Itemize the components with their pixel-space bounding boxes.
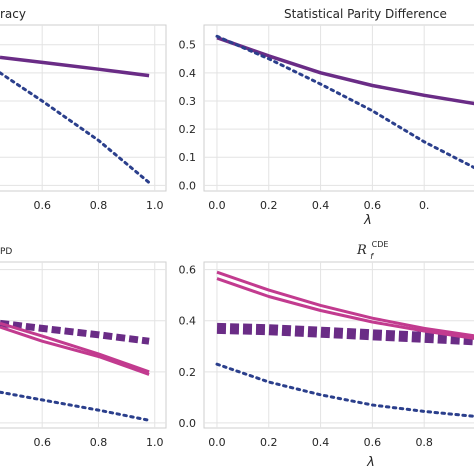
grid-bottom-right bbox=[204, 262, 474, 428]
x-tick-label: 0.2 bbox=[260, 436, 278, 449]
grid-top-left bbox=[0, 25, 166, 191]
ticks-bottom-right: 0.0 0.2 0.4 0.6 0.8 0.0 0.2 0.4 0.6 bbox=[179, 264, 433, 449]
x-tick-label: 0.6 bbox=[33, 199, 51, 212]
series-line-solid-1 bbox=[0, 321, 150, 374]
chart-title-bottom-right: R CDE f bbox=[356, 236, 392, 261]
y-tick-label: 0.4 bbox=[179, 67, 197, 80]
series-line-dotted-3 bbox=[215, 362, 474, 418]
y-tick-label: 0.2 bbox=[179, 366, 197, 379]
panel-bottom-left: PD 0.6 0.8 1.0 bbox=[0, 247, 167, 449]
y-tick-label: 0.5 bbox=[179, 39, 197, 52]
y-tick-label: 0.3 bbox=[179, 95, 197, 108]
x-axis-label-bottom-right: λ bbox=[366, 455, 375, 470]
series-line-dashed-thick-0 bbox=[0, 319, 150, 345]
series-top-right bbox=[215, 34, 474, 170]
title-sup-bottom-right: CDE bbox=[372, 240, 389, 249]
ticks-top-right: 0.0 0.2 0.4 0.6 0. 0.0 0.1 0.2 0.3 0.4 0.5 bbox=[179, 39, 430, 212]
x-tick-label: 0.8 bbox=[90, 199, 108, 212]
y-tick-label: 0.6 bbox=[179, 264, 197, 277]
x-tick-label: 1.0 bbox=[146, 199, 164, 212]
ticks-bottom-left: 0.6 0.8 1.0 bbox=[33, 436, 163, 449]
chart-title-top-right: Statistical Parity Difference bbox=[284, 7, 447, 21]
panel-bottom-right: R CDE f λ 0.0 0.2 0.4 0.6 0.8 0.0 0.2 0.4 0.6 bbox=[179, 236, 474, 470]
plot-area-bottom-right bbox=[203, 261, 474, 429]
series-bottom-right bbox=[215, 270, 474, 418]
grid-bottom-left bbox=[0, 262, 166, 428]
series-line-dotted-1 bbox=[0, 71, 151, 185]
chart-title-top-left: racy bbox=[0, 7, 26, 21]
chart-title-bottom-left: PD bbox=[0, 247, 12, 257]
x-tick-label: 0.0 bbox=[208, 436, 226, 449]
grid-top-right bbox=[204, 25, 474, 191]
panel-top-right: Statistical Parity Difference λ 0.0 0.2 0.… bbox=[179, 7, 474, 228]
series-line-solid-2 bbox=[0, 325, 150, 376]
title-main-bottom-right: R bbox=[356, 243, 367, 258]
series-line-solid-0 bbox=[216, 36, 474, 106]
panel-top-left: racy 0.6 0.8 1.0 bbox=[0, 7, 167, 212]
series-bottom-left bbox=[0, 319, 151, 422]
x-tick-label: 0.6 bbox=[364, 436, 382, 449]
x-tick-label: 0.4 bbox=[312, 436, 330, 449]
y-tick-label: 0.2 bbox=[179, 123, 197, 136]
series-top-left bbox=[0, 55, 151, 185]
series-line-dotted-3 bbox=[0, 390, 151, 422]
title-sub-bottom-right: f bbox=[370, 252, 374, 261]
series-line-dashed-thick-0 bbox=[216, 322, 474, 346]
x-tick-label: 0.2 bbox=[260, 199, 278, 212]
y-tick-label: 0.4 bbox=[179, 315, 197, 328]
series-line-dotted-1 bbox=[215, 34, 474, 170]
series-line-solid-2 bbox=[216, 277, 474, 340]
x-tick-label: 1.0 bbox=[146, 436, 164, 449]
plot-area-top-left bbox=[0, 24, 167, 192]
x-tick-label: 0.0 bbox=[208, 199, 226, 212]
x-tick-label: 0.8 bbox=[415, 436, 433, 449]
x-tick-label: 0.4 bbox=[312, 199, 330, 212]
plot-area-top-right bbox=[203, 24, 474, 192]
x-tick-label: 0. bbox=[419, 199, 430, 212]
ticks-top-left: 0.6 0.8 1.0 bbox=[33, 199, 163, 212]
plot-area-bottom-left bbox=[0, 261, 167, 429]
y-tick-label: 0.1 bbox=[179, 151, 197, 164]
series-line-solid-0 bbox=[0, 55, 150, 78]
series-line-solid-1 bbox=[216, 270, 474, 338]
y-tick-label: 0.0 bbox=[179, 417, 197, 430]
x-tick-label: 0.6 bbox=[33, 436, 51, 449]
x-tick-label: 0.6 bbox=[364, 199, 382, 212]
y-tick-label: 0.0 bbox=[179, 179, 197, 192]
x-axis-label-top-right: λ bbox=[363, 213, 372, 228]
x-tick-label: 0.8 bbox=[90, 436, 108, 449]
